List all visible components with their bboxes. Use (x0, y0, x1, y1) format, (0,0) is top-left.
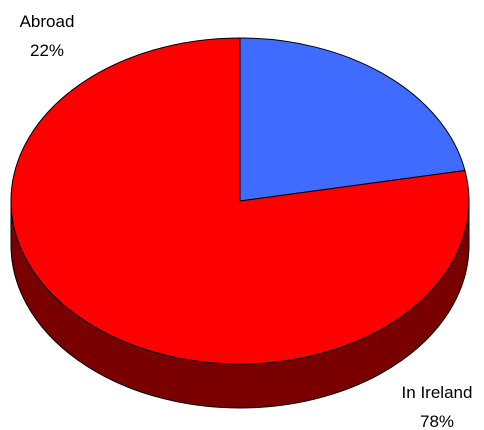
slice-label-abroad-value: 22% (30, 41, 64, 60)
slice-label-abroad: Abroad 22% (20, 12, 75, 60)
slice-label-abroad-name: Abroad (20, 12, 75, 31)
slice-label-in-ireland: In Ireland 78% (402, 383, 473, 430)
pie-top (10, 37, 470, 365)
pie-slice-abroad (239, 37, 466, 202)
slice-label-in-ireland-name: In Ireland (402, 383, 473, 402)
slice-label-in-ireland-value: 78% (420, 412, 454, 430)
pie-slice-in-ireland (10, 37, 470, 365)
